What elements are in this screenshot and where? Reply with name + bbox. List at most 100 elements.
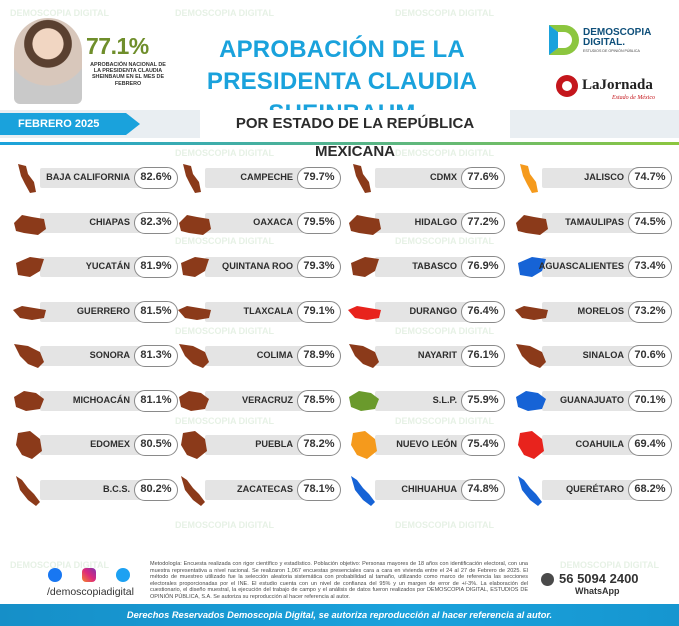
state-name: COLIMA [256,350,293,360]
band-divider [0,142,679,145]
watermark-text: DEMOSCOPIA DIGITAL [395,8,494,18]
state-map-shape [179,214,211,235]
state-map-icon [175,383,215,419]
state-row: SONORA 81.3% [10,338,178,374]
state-name: MORELOS [577,305,624,316]
state-name: S.L.P. [432,394,457,405]
state-row: AGUASCALIENTES 73.4% [512,249,672,285]
state-approval-value: 78.1% [297,478,341,501]
state-map-shape [349,214,381,235]
state-approval-value: 74.7% [628,167,672,189]
watermark-text: DEMOSCOPIA DIGITAL [10,8,109,18]
state-row: COAHUILA 69.4% [512,427,672,463]
watermark-text: DEMOSCOPIA DIGITAL [10,560,109,570]
state-map-shape [351,475,375,506]
state-approval-value: 74.5% [628,211,672,234]
state-name: GUANAJUATO [560,394,624,405]
state-bar-background [205,301,313,322]
state-map-shape [16,431,42,459]
state-bar-background [542,257,650,277]
state-map-icon [175,294,215,330]
state-approval-value: 79.3% [297,256,341,278]
state-map-icon [345,294,385,330]
state-map-icon [512,383,552,419]
state-map-shape [181,257,209,277]
watermark-text: DEMOSCOPIA DIGITAL [175,148,274,158]
state-map-shape [14,344,44,368]
state-approval-value: 81.9% [134,256,178,278]
state-row: HIDALGO 77.2% [345,205,505,241]
state-map-shape [349,344,379,368]
facebook-icon[interactable] [48,568,62,582]
state-map-shape [351,431,377,459]
state-map-shape [520,164,538,193]
state-bar-background [205,168,313,188]
state-bar-background [542,479,650,500]
state-map-icon [10,338,50,374]
state-approval-value: 82.3% [134,211,178,234]
state-approval-value: 81.5% [134,300,178,323]
state-name: CHIHUAHUA [401,483,457,494]
state-approval-value: 79.5% [297,211,341,234]
title-line-1: APROBACIÓN DE LA [219,36,465,63]
watermark-text: DEMOSCOPIA DIGITAL [175,8,274,18]
state-approval-value: 82.6% [134,167,178,189]
state-map-shape [16,257,44,277]
state-map-shape [353,164,371,193]
state-map-shape [16,475,40,506]
whatsapp-label: WhatsApp [575,586,620,596]
instagram-icon[interactable] [82,568,96,582]
state-approval-value: 80.2% [134,478,178,501]
state-name: CAMPECHE [240,172,293,182]
state-bar-background [205,257,313,277]
state-bar-background [205,212,313,233]
state-row: GUANAJUATO 70.1% [512,383,672,419]
whatsapp-number[interactable]: 56 5094 2400 [559,571,639,586]
state-row: COLIMA 78.9% [175,338,341,374]
state-row: CHIHUAHUA 74.8% [345,472,505,508]
state-row: MICHOACÁN 81.1% [10,383,178,419]
state-approval-value: 77.6% [461,167,505,189]
state-map-shape [181,431,207,459]
state-map-icon [345,160,385,196]
state-map-icon [10,249,50,285]
state-row: YUCATÁN 81.9% [10,249,178,285]
state-map-icon [345,249,385,285]
watermark-text: DEMOSCOPIA DIGITAL [175,416,274,426]
social-handle[interactable]: /demoscopiadigital [47,586,134,598]
state-name: TLAXCALA [243,305,293,316]
state-map-icon [512,205,552,241]
state-name: CHIAPAS [89,216,130,227]
state-name: CDMX [429,172,457,182]
methodology-text: Metodología: Encuesta realizada con rigo… [150,561,528,600]
rights-footer: Derechos Reservados Demoscopia Digital, … [0,604,679,626]
state-approval-value: 75.4% [461,434,505,456]
state-name: YUCATÁN [85,261,130,271]
state-row: JALISCO 74.7% [512,160,672,196]
state-bar-background [375,212,483,233]
state-map-shape [516,214,548,235]
la-jornada-subtitle: Estado de México [612,95,655,101]
state-name: GUERRERO [76,305,130,316]
twitter-icon[interactable] [116,568,130,582]
state-bar-background [375,479,483,500]
state-map-shape [349,390,379,411]
state-name: TAMAULIPAS [565,216,624,227]
state-bar-background [40,390,148,411]
state-bar-background [542,346,650,366]
state-map-shape [516,390,546,411]
watermark-text: DEMOSCOPIA DIGITAL [395,326,494,336]
state-map-shape [516,344,546,368]
state-map-shape [179,344,209,368]
state-bar-background [205,435,313,455]
state-row: TLAXCALA 79.1% [175,294,341,330]
state-map-shape [183,164,201,193]
state-approval-value: 78.5% [297,389,341,412]
social-icons [48,568,138,582]
state-map-icon [175,205,215,241]
state-map-icon [345,383,385,419]
watermark-text: DEMOSCOPIA DIGITAL [175,520,274,530]
state-bar-background [40,346,148,366]
state-name: SONORA [89,350,130,360]
